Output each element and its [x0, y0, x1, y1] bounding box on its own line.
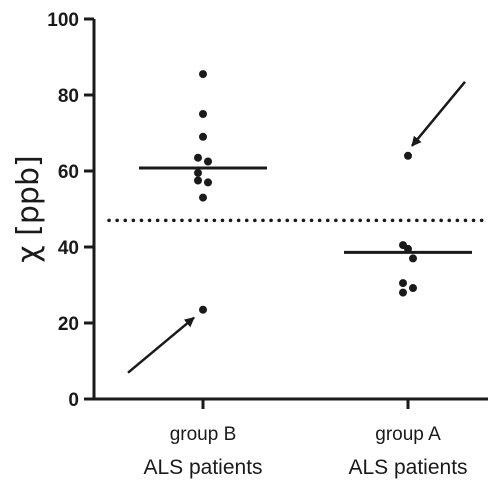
y-tick-label: 60	[58, 162, 79, 183]
annotation-arrow	[127, 316, 195, 374]
data-point	[409, 254, 417, 263]
y-tick-label: 0	[68, 390, 79, 411]
data-point	[409, 284, 417, 293]
data-point	[204, 157, 212, 166]
data-point	[194, 176, 202, 185]
data-point	[404, 151, 412, 160]
y-tick-label: 40	[58, 238, 79, 259]
data-point	[399, 288, 407, 297]
data-point	[399, 279, 407, 288]
data-point	[194, 168, 202, 177]
y-axis-label: χ [ppb]	[11, 155, 46, 262]
data-point	[199, 70, 207, 79]
data-point	[199, 305, 207, 314]
data-point	[194, 153, 202, 162]
x-tick-label-secondary: ALS patients	[348, 456, 467, 479]
y-tick-label: 80	[58, 86, 79, 107]
axes: 0 20 40 60 80 100 χ [ppb] group B ALS patients gr…	[11, 10, 488, 479]
data-point	[199, 193, 207, 202]
x-tick-label-secondary: ALS patients	[143, 456, 262, 479]
y-tick-label: 100	[47, 10, 79, 31]
data-point	[199, 110, 207, 118]
data-point	[199, 132, 207, 141]
x-tick-label: group A	[375, 424, 441, 445]
annotation-arrow	[411, 81, 466, 147]
y-tick-label: 20	[58, 314, 79, 335]
chart-marks	[107, 70, 488, 374]
data-point	[404, 244, 412, 253]
data-point	[204, 178, 212, 187]
x-tick-label: group B	[170, 424, 237, 445]
